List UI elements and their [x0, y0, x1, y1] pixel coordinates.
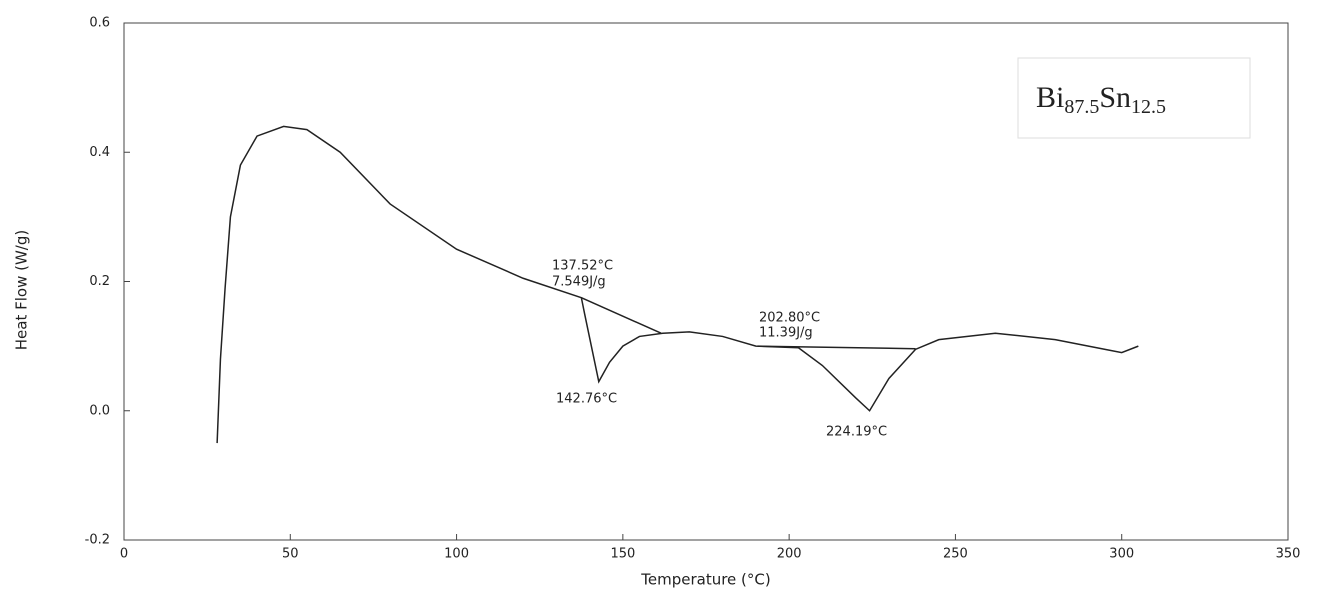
x-tick-label: 150: [610, 547, 635, 562]
annotation: 137.52°C: [552, 259, 613, 274]
subscript: 12.5: [1131, 96, 1166, 118]
annotation: 202.80°C: [759, 311, 820, 326]
x-tick-label: 350: [1276, 547, 1301, 562]
y-tick-label: 0.4: [89, 145, 110, 160]
y-tick-label: -0.2: [85, 533, 110, 548]
x-tick-label: 200: [777, 547, 802, 562]
x-tick-label: 50: [282, 547, 299, 562]
curve: [581, 296, 662, 334]
x-axis-title: Temperature (°C): [640, 571, 770, 589]
subscript: 87.5: [1064, 96, 1099, 118]
inset-label: Bi87.5Sn12.5: [1036, 81, 1166, 118]
curve: [216, 125, 1139, 444]
x-tick-label: 300: [1109, 547, 1134, 562]
annotation: 11.39J/g: [759, 326, 813, 341]
y-axis-title: Heat Flow (W/g): [13, 230, 31, 350]
annotation: 224.19°C: [826, 425, 887, 440]
y-tick-label: 0.6: [89, 16, 110, 31]
annotation: 7.549J/g: [552, 275, 606, 290]
inset-box: [1017, 57, 1251, 139]
curve: [757, 345, 916, 350]
y-tick-label: 0.0: [89, 403, 110, 418]
x-tick-label: 250: [943, 547, 968, 562]
element: Sn: [1099, 81, 1131, 114]
annotation: 142.76°C: [556, 392, 617, 407]
element: Bi: [1036, 81, 1064, 114]
x-tick-label: 100: [444, 547, 469, 562]
y-tick-label: 0.2: [89, 274, 110, 289]
x-tick-label: 0: [120, 547, 128, 562]
